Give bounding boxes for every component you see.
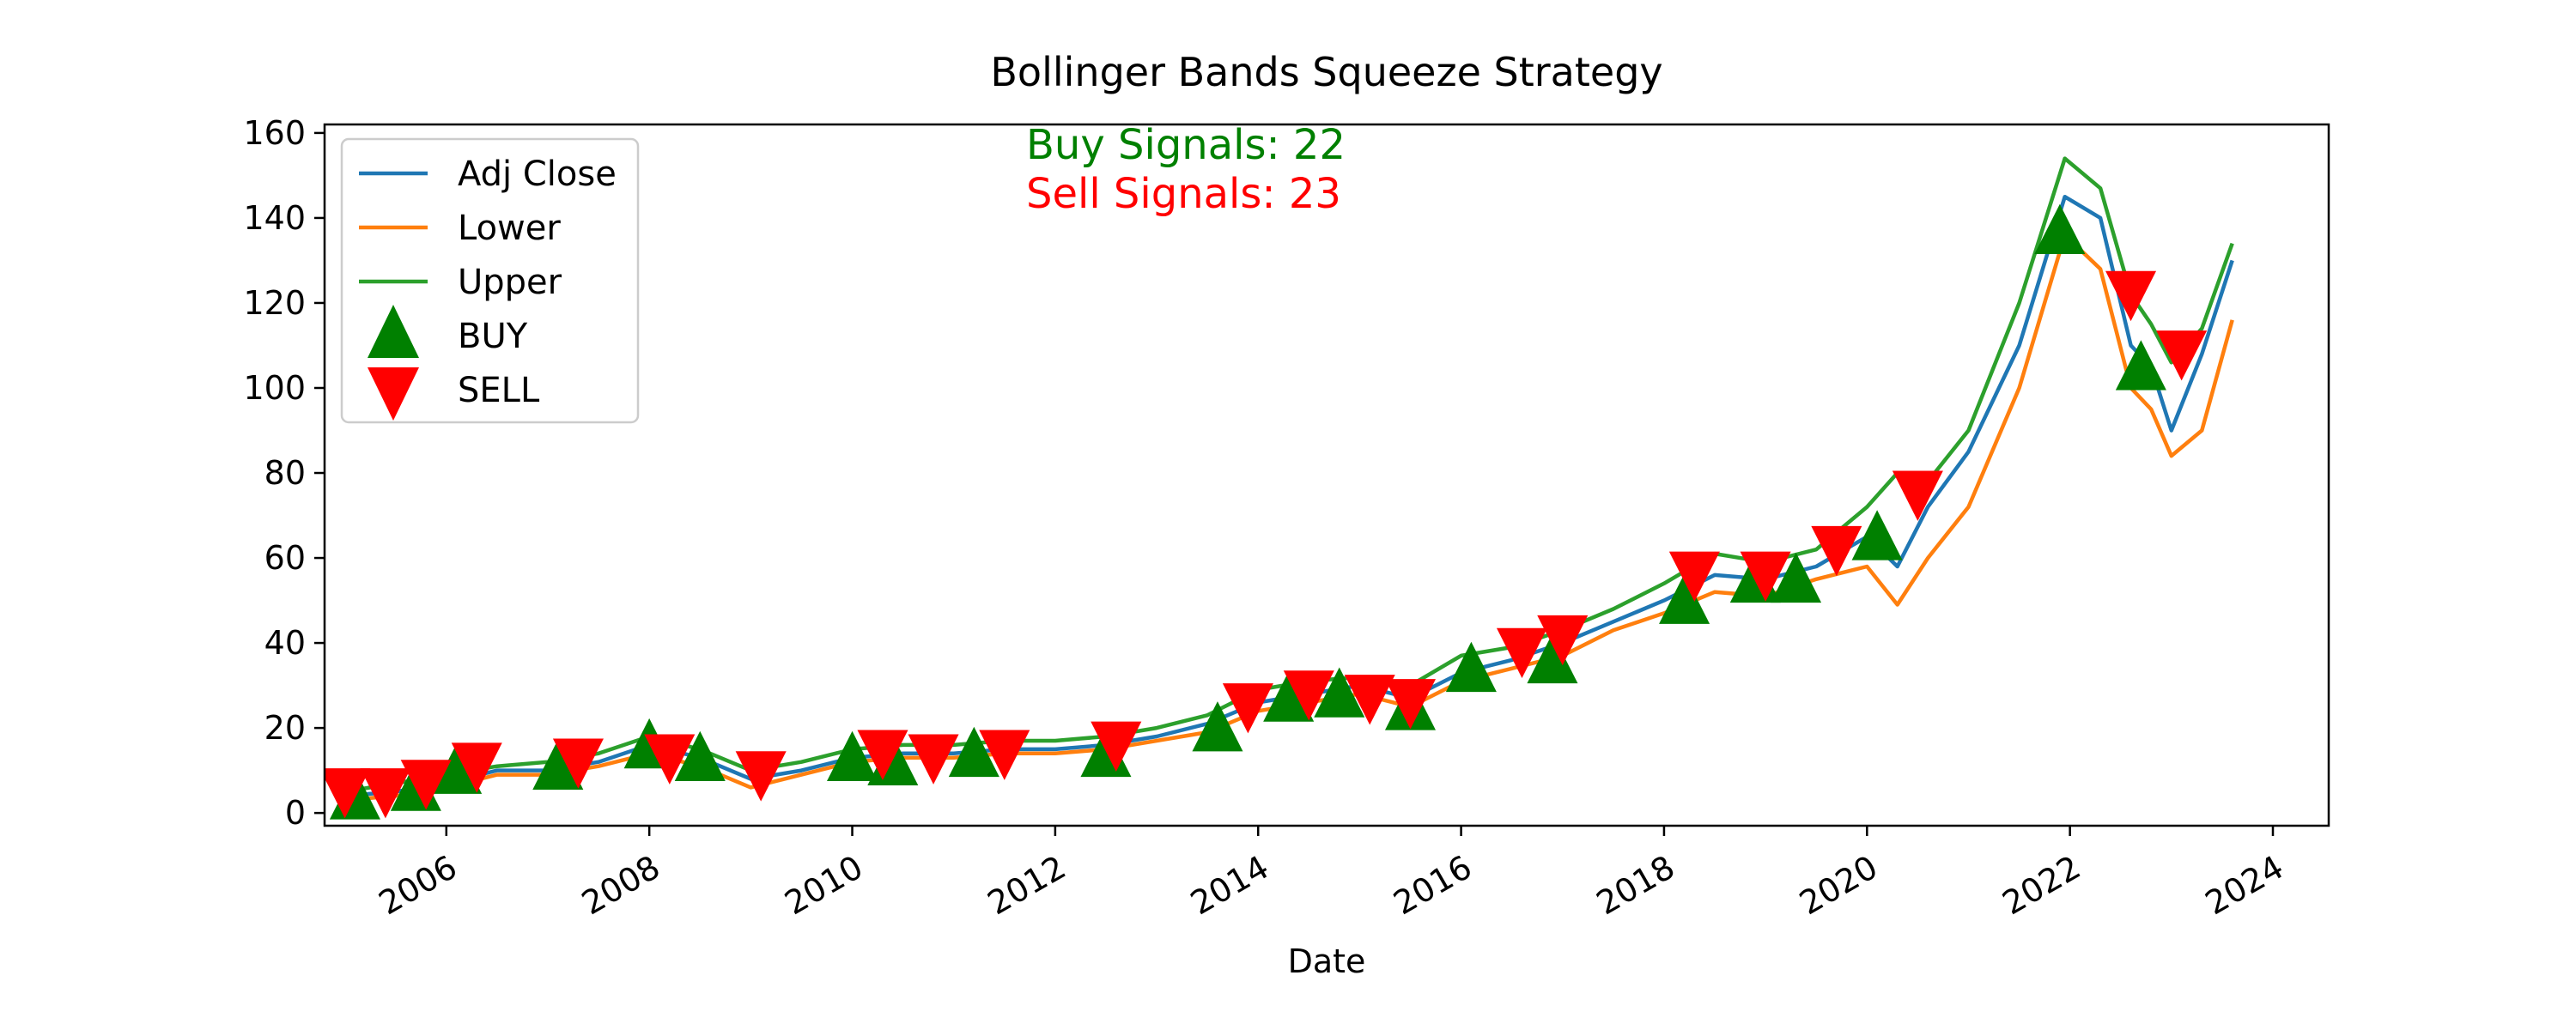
legend-label-lower: Lower bbox=[458, 209, 561, 248]
buy-marker bbox=[532, 739, 584, 790]
legend-swatch-buy bbox=[368, 305, 419, 358]
chart-title: Bollinger Bands Squeeze Strategy bbox=[990, 49, 1662, 95]
sell-marker bbox=[400, 760, 452, 810]
buy-marker bbox=[431, 743, 483, 794]
sell-marker bbox=[1668, 551, 1720, 602]
sell-marker bbox=[451, 742, 502, 793]
buy-marker bbox=[948, 726, 999, 778]
sell-marker bbox=[1537, 615, 1589, 666]
legend-label-upper: Upper bbox=[458, 263, 562, 302]
sell-marker bbox=[644, 734, 696, 785]
sell-marker bbox=[857, 730, 908, 780]
buy-marker bbox=[1851, 510, 1903, 560]
legend-label-buy: BUY bbox=[458, 317, 528, 356]
sell-marker bbox=[2105, 270, 2157, 322]
axes-frame bbox=[323, 123, 2330, 827]
sell-marker bbox=[1222, 683, 1273, 734]
buy-marker bbox=[1771, 552, 1822, 603]
sell-marker bbox=[979, 730, 1030, 780]
buy-marker bbox=[2034, 203, 2086, 255]
sell-marker bbox=[325, 768, 371, 819]
buy-marker bbox=[1263, 671, 1315, 722]
sell-marker bbox=[360, 768, 411, 819]
y-tick-label: 140 bbox=[243, 199, 306, 237]
x-axis-label: Date bbox=[1288, 942, 1366, 980]
buy-marker bbox=[1314, 667, 1365, 718]
buy-marker bbox=[827, 730, 878, 782]
sell-marker bbox=[908, 734, 959, 785]
sell-signals-annotation: Sell Signals: 23 bbox=[1026, 170, 1341, 218]
buy-marker bbox=[1659, 573, 1710, 624]
sell-marker bbox=[735, 751, 787, 802]
sell-marker bbox=[1740, 551, 1791, 602]
buy-marker bbox=[1192, 701, 1243, 752]
legend: Adj Close Lower Upper BUY SELL bbox=[340, 137, 640, 424]
y-tick-label: 0 bbox=[285, 794, 306, 832]
plot-area bbox=[325, 156, 2234, 820]
sell-marker bbox=[552, 738, 604, 789]
legend-label-adj-close: Adj Close bbox=[458, 154, 617, 194]
y-tick-label: 20 bbox=[264, 709, 306, 747]
y-tick-label: 100 bbox=[243, 369, 306, 407]
sell-marker bbox=[1811, 525, 1862, 577]
sell-marker bbox=[1344, 675, 1395, 725]
sell-marker bbox=[1892, 470, 1943, 521]
sell-marker bbox=[1283, 670, 1334, 721]
y-tick-label: 40 bbox=[264, 624, 306, 662]
buy-marker bbox=[2115, 340, 2166, 391]
sell-marker bbox=[1091, 721, 1142, 772]
sell-marker bbox=[1384, 679, 1437, 730]
y-tick-label: 120 bbox=[243, 284, 306, 322]
y-tick-label: 60 bbox=[264, 539, 306, 577]
sell-marker bbox=[2156, 330, 2208, 381]
y-tick-label: 80 bbox=[264, 454, 306, 492]
sell-marker bbox=[1496, 627, 1548, 679]
y-tick-label: 160 bbox=[243, 114, 306, 152]
buy-marker bbox=[674, 730, 726, 782]
legend-label-sell: SELL bbox=[458, 371, 540, 410]
buy-signals-annotation: Buy Signals: 22 bbox=[1026, 121, 1346, 169]
buy-marker bbox=[1527, 633, 1578, 684]
buy-marker bbox=[1445, 641, 1497, 693]
legend-swatch-sell bbox=[368, 367, 419, 421]
